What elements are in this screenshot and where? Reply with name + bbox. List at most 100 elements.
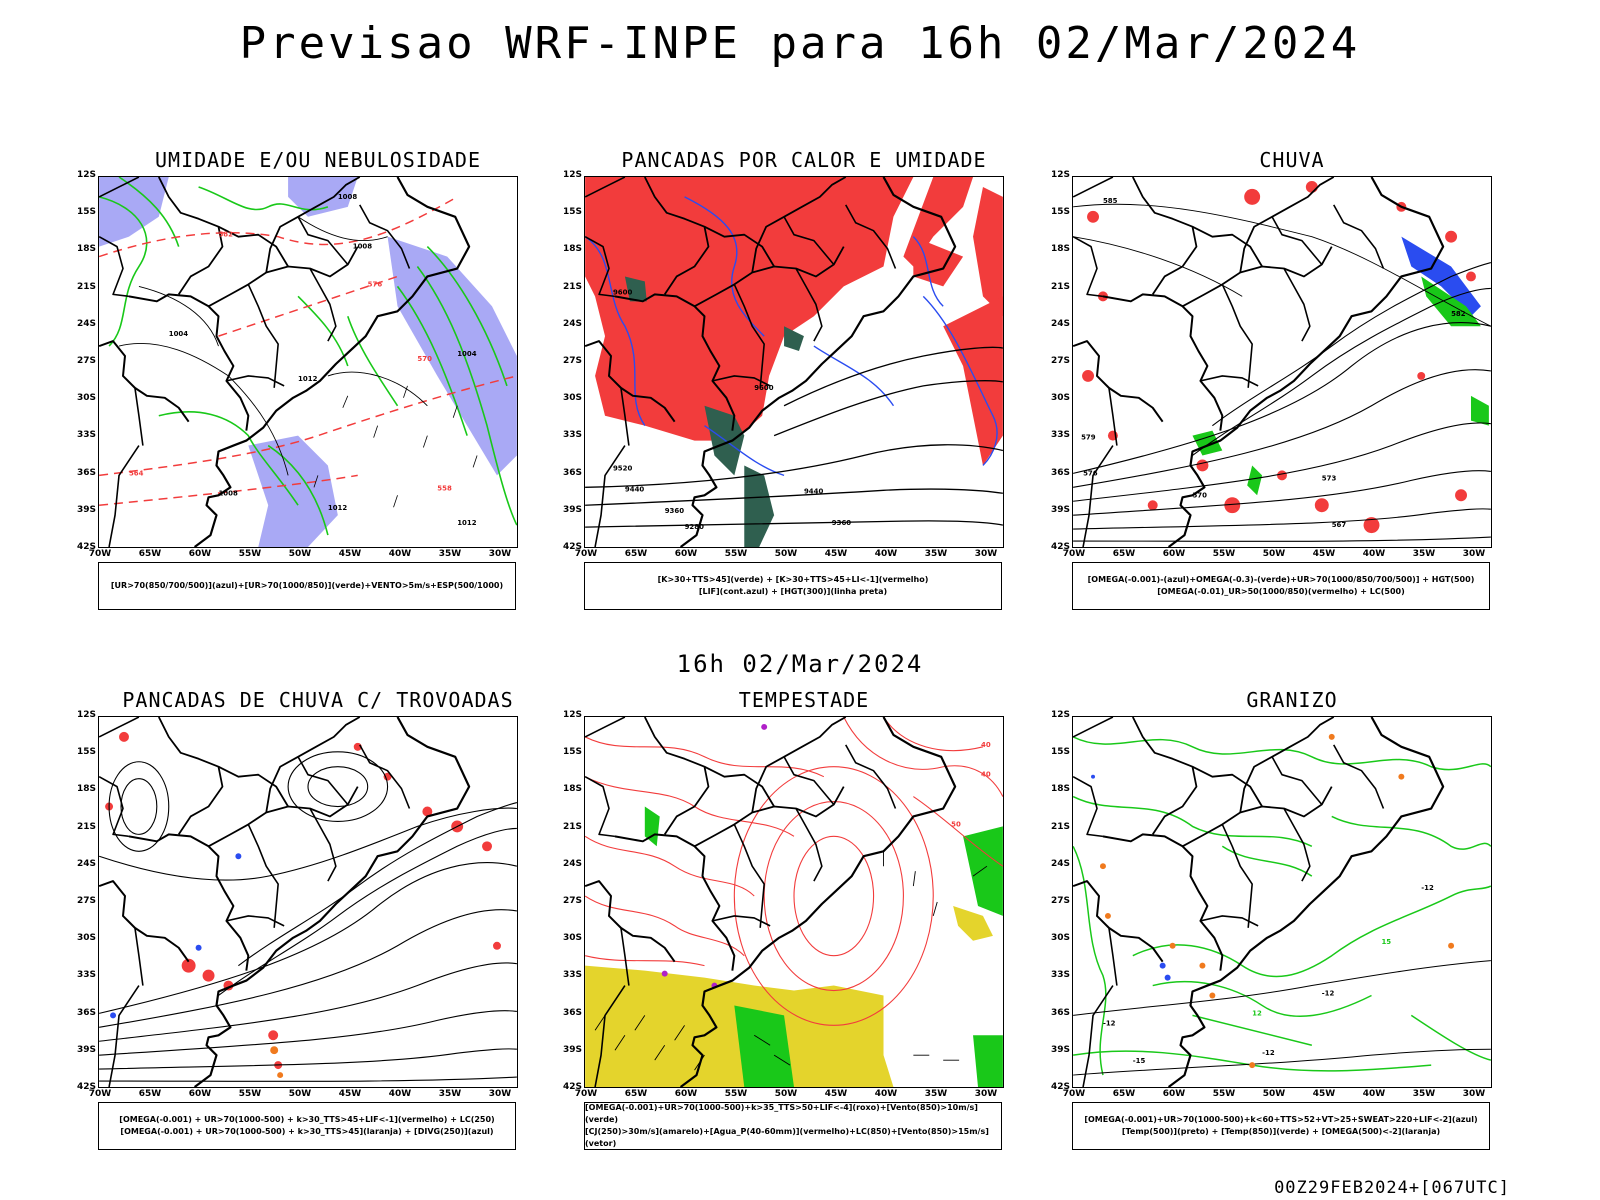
lat-tick-label: 36S [76,467,96,478]
contour-label: 1012 [457,519,477,527]
lat-tick-label: 27S [76,896,96,906]
lat-tick-label: 21S [562,821,582,832]
panel-legend: [OMEGA(-0.001)+UR>70(1000-500)+k<60+TTS>… [1072,1102,1490,1150]
lon-tick-label: 30W [974,1089,998,1099]
contour-label: 9360 [832,519,852,527]
longitude-axis: 70W 65W 60W 55W 50W 45W 40W 35W 30W [89,1089,518,1101]
lon-tick-label: 30W [1462,549,1486,559]
contour-label: -15 [1133,1057,1146,1065]
lat-tick-label: 24S [76,318,96,329]
lon-tick-label: 30W [488,549,512,559]
lon-tick-label: 35W [1412,1089,1436,1099]
lat-tick-label: 36S [1050,467,1070,478]
lon-tick-label: 70W [88,1089,112,1099]
contour-label: -12 [1103,1019,1116,1027]
contour-value-labels: 1008 1008 1004 1004 1012 1012 1012 1008 … [129,193,477,527]
panel-legend: [OMEGA(-0.001)+UR>70(1000-500)+k>35_TTS>… [584,1102,1002,1150]
lat-tick-label: 42S [76,542,96,552]
panel-pancadas-calor: PANCADAS POR CALOR E UMIDADE [563,148,1034,628]
lon-tick-label: 60W [674,549,698,559]
panel-granizo: GRANIZO [1051,688,1522,1168]
lon-tick-label: 35W [438,549,462,559]
lon-tick-label: 65W [138,1089,162,1099]
lon-tick-label: 45W [824,1089,848,1099]
lon-tick-label: 35W [1412,549,1436,559]
thickness-red-dashed [99,196,517,506]
panel-title: PANCADAS DE CHUVA C/ TROVOADAS [122,688,514,712]
panel-pancadas-trovoadas: PANCADAS DE CHUVA C/ TROVOADAS [77,688,548,1168]
contour-label: 570 [417,355,432,363]
legend-line: [OMEGA(-0.01)_UR>50(1000/850)(vermelho) … [1157,587,1405,596]
map-granizo[interactable]: -12 -12 -15 -12 -12 15 12 12S 15S 18S 21S 24… [1051,710,1492,1099]
lon-tick-label: 45W [338,1089,362,1099]
rain-green-blue-patches [1192,236,1489,496]
lat-tick-label: 36S [1050,1007,1070,1018]
lat-tick-label: 15S [562,207,582,218]
lon-tick-label: 70W [574,1089,598,1099]
lon-tick-label: 30W [974,549,998,559]
contour-label: 12 [1252,1009,1262,1017]
lat-tick-label: 42S [1050,542,1070,552]
lat-tick-label: 30S [76,933,96,944]
map-chuva[interactable]: 585 582 579 576 573 570 567 12S 15S 18S 21S… [1051,170,1492,559]
lat-tick-label: 15S [1050,207,1070,218]
lon-tick-label: 60W [188,1089,212,1099]
lat-tick-label: 18S [1050,784,1070,795]
lat-tick-label: 30S [1050,933,1070,944]
longitude-axis: 70W 65W 60W 55W 50W 45W 40W 35W 30W [575,1089,1004,1101]
contour-label: 9280 [685,523,705,531]
lon-tick-label: 50W [288,1089,312,1099]
lon-tick-label: 65W [624,1089,648,1099]
lat-tick-label: 12S [562,170,582,180]
panel-title: CHUVA [1259,148,1325,172]
contour-label: 50 [951,820,961,828]
lat-tick-label: 27S [1050,356,1070,366]
contour-label: 1012 [298,375,318,383]
lat-tick-label: 33S [76,430,96,441]
lat-tick-label: 30S [76,393,96,404]
lat-tick-label: 21S [76,821,96,832]
latitude-axis: 12S 15S 18S 21S 24S 27S 30S 33S 36S 39S 42S [76,710,96,1092]
forecast-time-label: 16h 02/Mar/2024 [676,650,924,678]
lat-tick-label: 21S [1050,281,1070,292]
lat-tick-label: 42S [562,1082,582,1092]
map-pancadas-calor[interactable]: 9600 9600 9520 9440 9440 9360 9280 9360 … [563,170,1004,559]
map-pancadas-trovoadas[interactable]: 12S 15S 18S 21S 24S 27S 30S 33S 36S 39S 42S 70W 65W… [77,710,518,1099]
lat-tick-label: 12S [1050,170,1070,180]
contour-label: 9440 [625,485,645,493]
panel-title: UMIDADE E/OU NEBULOSIDADE [154,148,482,172]
map-umidade[interactable]: 1008 1008 1004 1004 1012 1012 1012 1008 … [77,170,518,559]
lon-tick-label: 45W [1312,549,1336,559]
lat-tick-label: 39S [76,1044,96,1055]
lon-tick-label: 50W [774,1089,798,1099]
lat-tick-label: 21S [562,281,582,292]
storm-red-scatter [105,731,501,1070]
panel-legend: [OMEGA(-0.001)-(azul)+OMEGA(-0.3)-(verde… [1072,562,1490,610]
lon-tick-label: 45W [1312,1089,1336,1099]
lon-tick-label: 50W [1262,1089,1286,1099]
contour-label: 564 [129,469,144,477]
lon-tick-label: 40W [388,1089,412,1099]
contour-label: -12 [1421,884,1434,892]
legend-line: [LIF](cont.azul) + [HGT(300)](linha pret… [698,587,888,596]
lat-tick-label: 36S [562,1007,582,1018]
contour-label: -12 [1322,989,1335,997]
contour-value-labels: 9600 9600 9520 9440 9440 9360 9280 9360 [613,288,851,531]
lat-tick-label: 24S [562,858,582,869]
panel-title: PANCADAS POR CALOR E UMIDADE [621,148,987,172]
legend-line: [UR>70(850/700/500)](azul)+[UR>70(1000/8… [110,581,504,590]
lon-tick-label: 60W [1162,549,1186,559]
run-stamp: 00Z29FEB2024+[067UTC] [1274,1178,1510,1198]
map-tempestade[interactable]: 40 40 50 12S 15S 18S 21S 24S 27S 30S 33S 36S 39S 4… [563,710,1004,1099]
lat-tick-label: 33S [1050,970,1070,981]
contour-label: 582 [218,231,233,239]
lat-tick-label: 39S [1050,504,1070,515]
lat-tick-label: 30S [1050,393,1070,404]
panel-legend: [UR>70(850/700/500)](azul)+[UR>70(1000/8… [98,562,516,610]
contour-label: 9360 [665,507,685,515]
contour-label: -12 [1262,1049,1275,1057]
latitude-axis: 12S 15S 18S 21S 24S 27S 30S 33S 36S 39S 42S [562,710,582,1092]
contour-label: 1004 [457,350,477,358]
panel-legend: [OMEGA(-0.001) + UR>70(1000-500) + k>30_… [98,1102,516,1150]
contour-label: 576 [368,280,383,288]
